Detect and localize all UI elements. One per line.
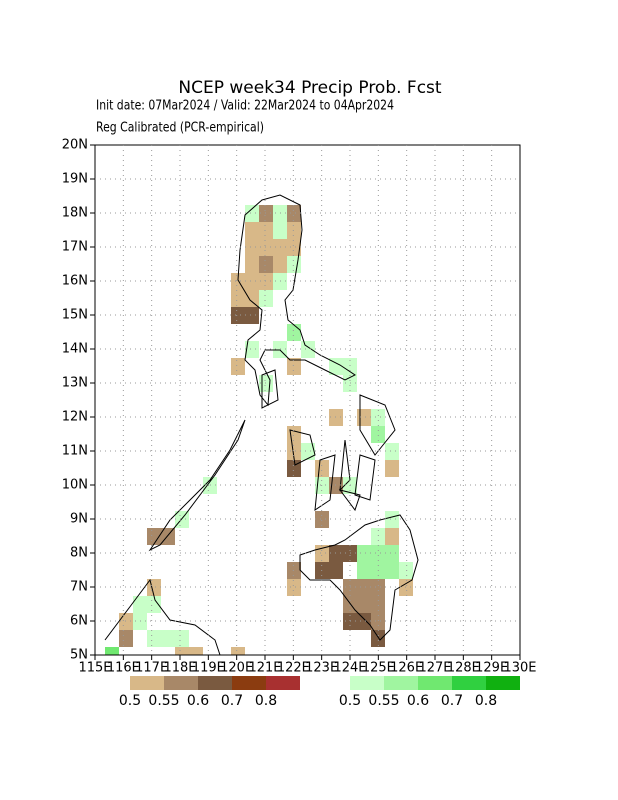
y-tick-label: 19N: [62, 172, 88, 187]
colorbar-label: 0.55: [148, 693, 179, 709]
y-tick-label: 9N: [70, 512, 88, 527]
colorbar-box: [384, 676, 418, 690]
y-tick-label: 11N: [62, 444, 88, 459]
colorbar-box: [418, 676, 452, 690]
colorbar-label: 0.7: [221, 693, 243, 709]
x-tick-label: 120E: [220, 661, 253, 676]
colorbar-label: 0.8: [475, 693, 497, 709]
map-frame: [94, 144, 521, 656]
colorbar-box: [198, 676, 232, 690]
y-tick-label: 13N: [62, 376, 88, 391]
x-tick-label: 124E: [333, 661, 366, 676]
y-tick-label: 5N: [70, 648, 88, 663]
y-tick-label: 14N: [62, 342, 88, 357]
colorbar-box: [486, 676, 520, 690]
x-tick-label: 129E: [475, 661, 508, 676]
x-tick-label: 119E: [192, 661, 225, 676]
y-tick-label: 6N: [70, 614, 88, 629]
x-tick-label: 115E: [78, 661, 111, 676]
colorbar-label: 0.5: [339, 693, 361, 709]
title: NCEP week34 Precip Prob. Fcst: [178, 78, 442, 98]
subtitle: Init date: 07Mar2024 / Valid: 22Mar2024 …: [96, 99, 394, 114]
colorbar-box: [266, 676, 300, 690]
x-tick-label: 116E: [107, 661, 140, 676]
x-tick-label: 126E: [390, 661, 423, 676]
x-tick-label: 118E: [163, 661, 196, 676]
colorbar-box: [130, 676, 164, 690]
x-tick-label: 130E: [503, 661, 536, 676]
x-tick-label: 122E: [277, 661, 310, 676]
x-tick-label: 128E: [447, 661, 480, 676]
y-tick-label: 17N: [62, 240, 88, 255]
y-tick-label: 15N: [62, 308, 88, 323]
x-tick-label: 121E: [248, 661, 281, 676]
y-tick-label: 18N: [62, 206, 88, 221]
y-tick-label: 10N: [62, 478, 88, 493]
colorbar-label: 0.7: [441, 693, 463, 709]
colorbar-box: [350, 676, 384, 690]
colorbar-label: 0.8: [255, 693, 277, 709]
colorbar-box: [164, 676, 198, 690]
subtitle: Reg Calibrated (PCR-empirical): [96, 121, 264, 136]
y-tick-label: 12N: [62, 410, 88, 425]
colorbar-label: 0.5: [119, 693, 141, 709]
y-tick-label: 20N: [62, 138, 88, 153]
y-tick-label: 7N: [70, 580, 88, 595]
colorbar-label: 0.6: [187, 693, 209, 709]
colorbar-label: 0.55: [368, 693, 399, 709]
x-tick-label: 123E: [305, 661, 338, 676]
x-tick-label: 127E: [418, 661, 451, 676]
y-tick-label: 16N: [62, 274, 88, 289]
probability-cells: [105, 205, 413, 655]
colorbar-box: [452, 676, 486, 690]
y-tick-label: 8N: [70, 546, 88, 561]
colorbar-box: [232, 676, 266, 690]
x-tick-label: 125E: [362, 661, 395, 676]
colorbar-label: 0.6: [407, 693, 429, 709]
x-tick-label: 117E: [135, 661, 168, 676]
